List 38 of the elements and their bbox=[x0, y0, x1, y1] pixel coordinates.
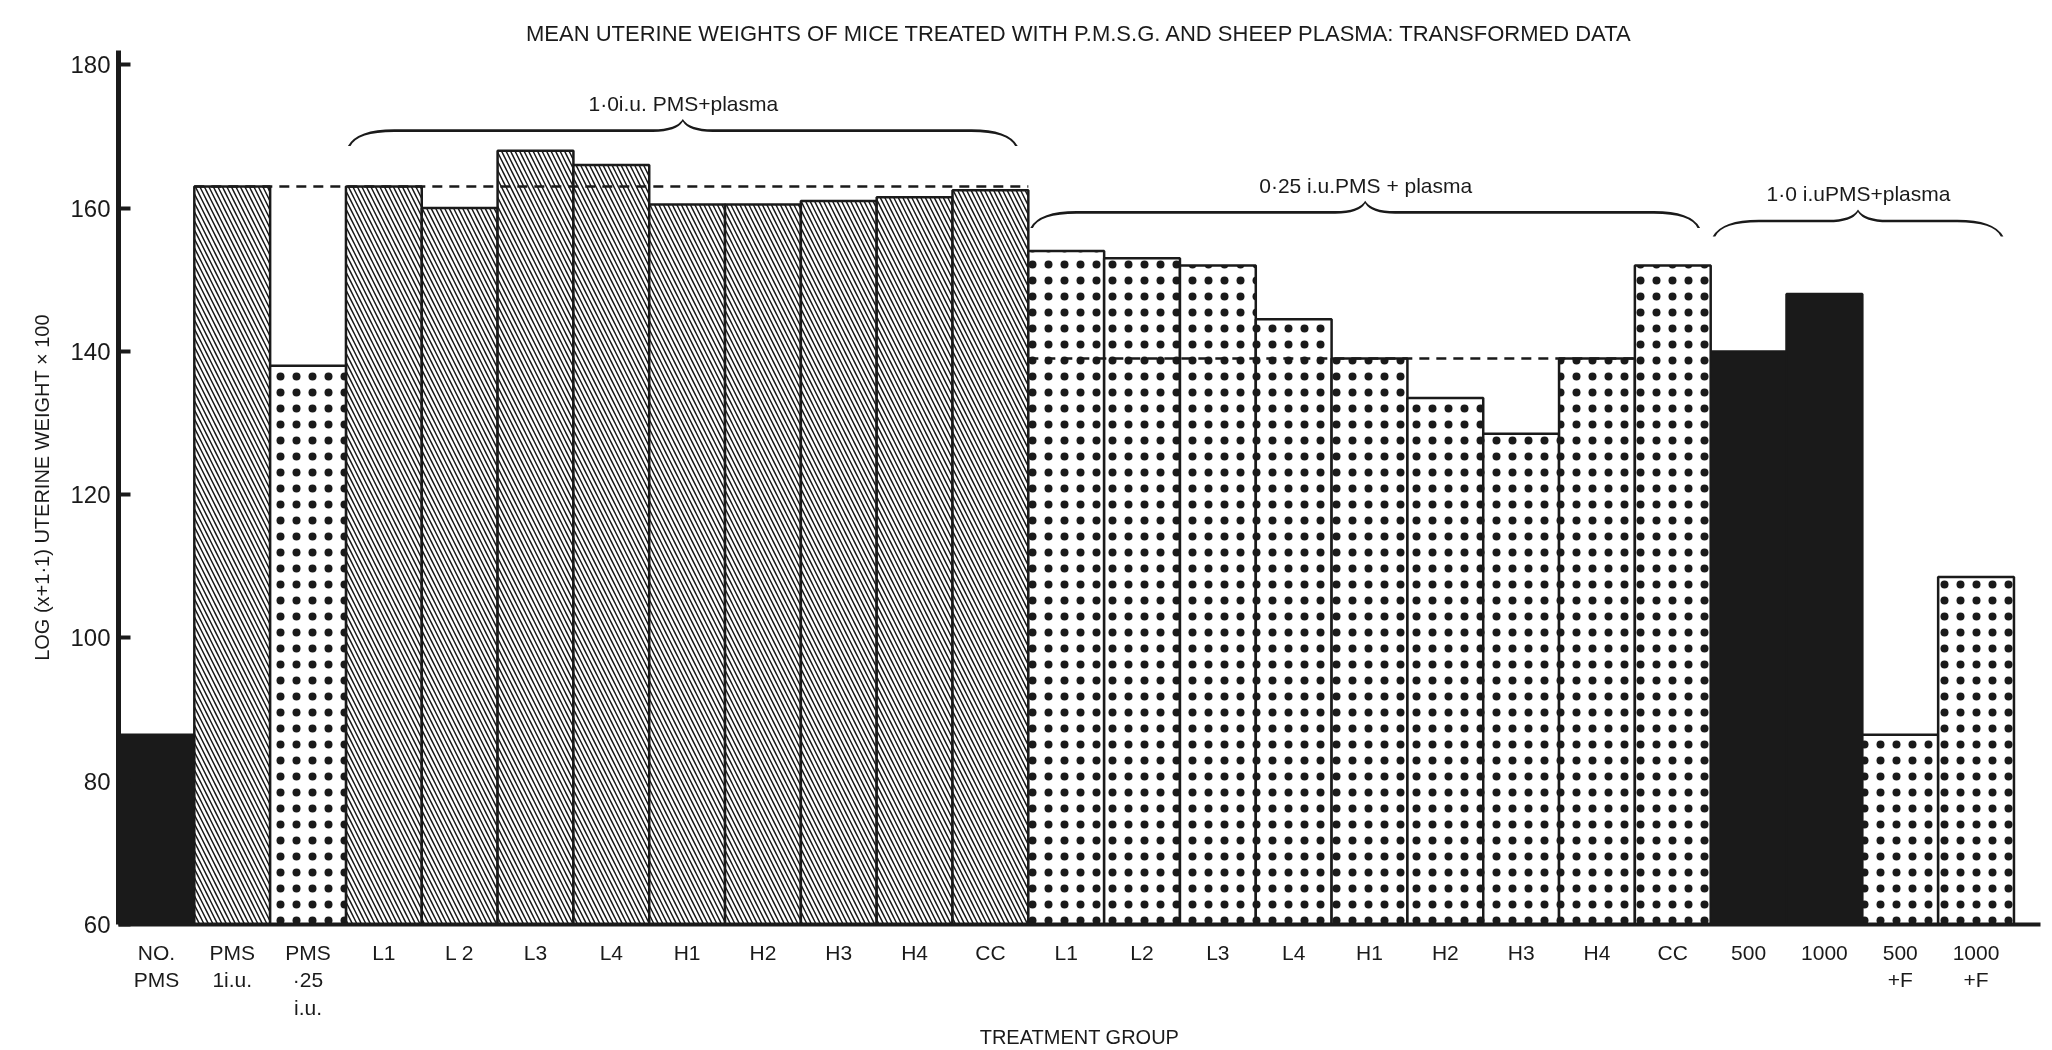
y-tick-label: 100 bbox=[70, 624, 111, 652]
x-tick-label: NO. PMS bbox=[133, 940, 180, 992]
x-tick-label: L2 bbox=[1130, 940, 1154, 964]
x-tick-label: H2 bbox=[1431, 940, 1459, 964]
x-tick-label: L4 bbox=[599, 940, 624, 964]
y-tick-label: 140 bbox=[70, 337, 111, 365]
x-tick-label: 1000 bbox=[1801, 940, 1848, 964]
x-tick-label: 1000 +F bbox=[1952, 940, 2000, 992]
x-tick-label: CC bbox=[1657, 940, 1688, 964]
x-tick-label: L4 bbox=[1282, 940, 1306, 964]
x-tick-label: L1 bbox=[372, 940, 396, 964]
annotation: 1·0i.u. PMS+plasma bbox=[588, 91, 779, 115]
x-tick-label: H3 bbox=[825, 940, 853, 964]
x-tick-label: H1 bbox=[673, 940, 701, 964]
x-tick-label: L1 bbox=[1054, 940, 1078, 964]
x-tick-label: L 2 bbox=[445, 940, 474, 964]
x-tick-label: 500 bbox=[1731, 940, 1767, 964]
x-tick-label: CC bbox=[975, 940, 1006, 964]
y-tick-label: 60 bbox=[83, 911, 111, 938]
x-tick-label: H3 bbox=[1507, 940, 1535, 964]
y-tick-label: 120 bbox=[70, 481, 111, 509]
y-axis-title: LOG (x+1·1) UTERINE WEIGHT × 100 bbox=[31, 314, 54, 661]
x-tick-label: H2 bbox=[749, 940, 777, 964]
chart-title: MEAN UTERINE WEIGHTS OF MICE TREATED WITH P.M.S.G. AND SHEEP PLASMA: TRANSFORMED DATA bbox=[525, 20, 1631, 46]
annotation: 0·25 i.u.PMS + plasma bbox=[1259, 173, 1473, 197]
y-tick-label: 180 bbox=[70, 51, 111, 79]
x-tick-label: L3 bbox=[523, 940, 548, 964]
x-tick-label: 500 +F bbox=[1882, 940, 1918, 992]
y-tick-label: 80 bbox=[83, 767, 111, 795]
x-tick-label: PMS 1i.u. bbox=[209, 940, 255, 992]
x-tick-label: L3 bbox=[1206, 940, 1230, 964]
x-tick-label: H4 bbox=[901, 940, 929, 964]
x-tick-label: H4 bbox=[1583, 940, 1611, 964]
x-tick-label: H1 bbox=[1356, 940, 1383, 964]
y-tick-label: 160 bbox=[70, 194, 111, 222]
x-axis-title: TREATMENT GROUP bbox=[979, 1025, 1179, 1048]
x-tick-label: PMS ·25 i.u. bbox=[285, 940, 331, 1019]
annotation: 1·0 i.uPMS+plasma bbox=[1766, 182, 1951, 206]
